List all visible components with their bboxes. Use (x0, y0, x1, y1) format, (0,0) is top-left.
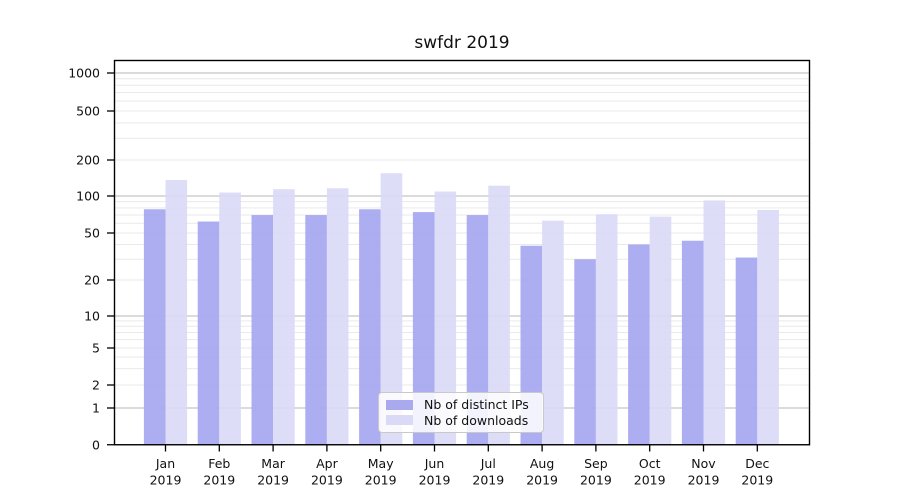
bar-distinct-ips-nov (681, 240, 704, 445)
y-tick-label: 20 (84, 273, 100, 288)
x-tick-label-month: Jan (155, 456, 175, 471)
bar-downloads-mar (273, 189, 295, 445)
x-tick-label-year: 2019 (472, 473, 504, 488)
bar-distinct-ips-dec (735, 257, 758, 445)
bar-downloads-feb (219, 192, 241, 445)
x-tick-label-month: May (368, 456, 394, 471)
bar-downloads-dec (757, 209, 779, 445)
y-tick-label: 500 (76, 104, 100, 119)
legend-swatch-distinct-ips (386, 399, 413, 410)
x-tick-label-month: Jul (480, 456, 496, 471)
y-tick-label: 1000 (68, 66, 100, 81)
y-tick-label: 50 (84, 226, 100, 241)
legend-item-distinct-ips: Nb of distinct IPs (386, 397, 535, 412)
x-tick-label-year: 2019 (634, 473, 666, 488)
x-tick-label-year: 2019 (203, 473, 235, 488)
bar-distinct-ips-jun (412, 212, 435, 445)
bar-downloads-nov (703, 200, 726, 445)
x-tick-label-year: 2019 (311, 473, 343, 488)
y-tick-label: 1 (92, 401, 100, 416)
legend-label-distinct-ips: Nb of distinct IPs (424, 397, 529, 413)
plot-border (113, 59, 811, 446)
x-tick-label-month: Oct (639, 456, 661, 471)
x-tick-label-month: Feb (208, 456, 230, 471)
x-tick-label-year: 2019 (150, 473, 182, 488)
legend-item-downloads: Nb of downloads (386, 413, 535, 428)
bar-distinct-ips-jul (466, 215, 489, 445)
y-tick-label: 0 (92, 437, 100, 452)
bar-distinct-ips-jan (143, 209, 166, 445)
bar-distinct-ips-may (359, 209, 381, 445)
bar-downloads-sep (595, 214, 618, 445)
y-tick-label: 2 (92, 378, 100, 393)
x-tick-label-year: 2019 (257, 473, 289, 488)
x-tick-label-year: 2019 (580, 473, 612, 488)
bar-downloads-jan (165, 180, 188, 445)
legend: Nb of distinct IPs Nb of downloads (378, 392, 544, 433)
x-tick-label-year: 2019 (365, 473, 397, 488)
x-tick-label-year: 2019 (526, 473, 558, 488)
bar-distinct-ips-apr (305, 215, 327, 445)
x-tick-label-year: 2019 (419, 473, 451, 488)
y-tick-label: 10 (84, 309, 100, 324)
x-tick-label-month: Nov (691, 456, 716, 471)
bar-downloads-jul (488, 185, 510, 445)
legend-swatch-downloads (386, 415, 413, 426)
y-tick-label: 100 (76, 189, 100, 204)
y-tick-label: 5 (92, 341, 100, 356)
bar-distinct-ips-oct (628, 244, 650, 445)
x-tick-label-year: 2019 (741, 473, 773, 488)
x-tick-label-month: Apr (316, 456, 338, 471)
bar-distinct-ips-feb (197, 221, 220, 445)
bar-downloads-jun (434, 191, 457, 445)
x-tick-label-year: 2019 (688, 473, 720, 488)
bar-downloads-may (380, 173, 403, 445)
y-tick-label: 200 (76, 153, 100, 168)
x-tick-label-month: Jun (424, 456, 445, 471)
legend-label-downloads: Nb of downloads (424, 412, 529, 428)
bar-downloads-apr (326, 188, 349, 445)
chart-title: swfdr 2019 (414, 33, 510, 53)
bar-downloads-aug (542, 220, 564, 445)
bar-downloads-oct (649, 216, 672, 445)
bar-distinct-ips-mar (251, 215, 274, 445)
x-tick-label-month: Mar (261, 456, 285, 471)
x-tick-label-month: Sep (584, 456, 608, 471)
x-tick-label-month: Dec (745, 456, 769, 471)
bar-distinct-ips-sep (574, 259, 596, 445)
x-tick-label-month: Aug (530, 456, 554, 471)
